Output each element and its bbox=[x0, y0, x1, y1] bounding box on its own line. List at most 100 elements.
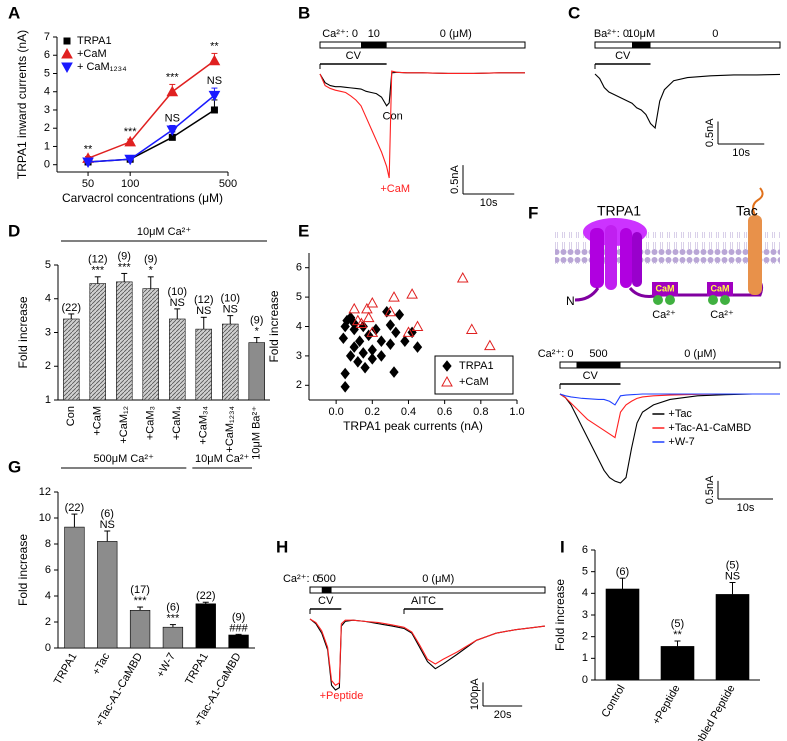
group-label: 10μM Ca²⁺ bbox=[195, 453, 250, 465]
marker bbox=[406, 288, 418, 299]
marker bbox=[384, 305, 397, 317]
n-label: (22) bbox=[61, 302, 81, 314]
scale-label-y: 0.5nA bbox=[704, 475, 716, 504]
n-label: (17) bbox=[130, 584, 150, 596]
x-tick-label: 500 bbox=[219, 178, 237, 190]
marker bbox=[367, 353, 377, 365]
receptor-label: Tac bbox=[736, 203, 758, 219]
scale-label-x: 10s bbox=[480, 197, 498, 209]
n-label: (10) bbox=[220, 293, 240, 305]
x-tick-label: 0.4 bbox=[401, 406, 416, 418]
marker bbox=[340, 380, 350, 393]
x-tick-label: +CaM₁₂ bbox=[118, 406, 130, 444]
marker bbox=[166, 85, 179, 97]
y-tick-label: 1 bbox=[582, 652, 588, 664]
y-tick-label: 10 bbox=[39, 512, 51, 524]
legend-label: +CaM bbox=[77, 48, 107, 60]
y-tick-label: 2 bbox=[45, 360, 51, 372]
marker bbox=[376, 335, 386, 348]
y-tick-label: 12 bbox=[39, 486, 51, 498]
x-tick-label: +CaM₄ bbox=[171, 405, 183, 440]
x-tick-label: 100 bbox=[121, 178, 139, 190]
significance: NS bbox=[170, 297, 185, 309]
panel-label: G bbox=[8, 457, 21, 476]
marker bbox=[411, 320, 424, 331]
marker bbox=[376, 350, 386, 362]
y-axis-label: Fold increase bbox=[267, 290, 281, 362]
bar bbox=[97, 541, 118, 649]
n-label: (9) bbox=[144, 254, 157, 266]
marker bbox=[124, 154, 137, 166]
marker bbox=[456, 271, 469, 283]
significance: NS bbox=[100, 519, 115, 531]
marker bbox=[82, 157, 94, 168]
marker bbox=[394, 308, 405, 321]
stimulus-label: 0 (μM) bbox=[684, 348, 716, 360]
trace bbox=[319, 71, 525, 107]
panel-label: A bbox=[8, 3, 20, 22]
marker bbox=[441, 375, 453, 387]
y-axis-label: Fold increase bbox=[16, 534, 30, 606]
stimulus-bar bbox=[319, 41, 526, 49]
n-label: (12) bbox=[194, 294, 214, 306]
x-tick-label: 50 bbox=[82, 178, 94, 190]
significance: *** bbox=[124, 126, 138, 138]
series-line bbox=[87, 94, 215, 163]
trace-label: Con bbox=[383, 111, 403, 123]
trace bbox=[319, 70, 525, 179]
n-label: (22) bbox=[196, 590, 216, 602]
calmodulin bbox=[652, 282, 733, 305]
bar bbox=[660, 646, 695, 681]
y-tick-label: 6 bbox=[582, 544, 588, 556]
n-label: (9) bbox=[118, 250, 131, 262]
bar-hatch bbox=[195, 329, 212, 400]
marker bbox=[355, 335, 365, 348]
stimulus-segment bbox=[361, 42, 387, 48]
n-label: (12) bbox=[88, 254, 108, 266]
y-tick-label: 4 bbox=[582, 587, 588, 599]
marker bbox=[360, 361, 370, 374]
marker bbox=[388, 291, 400, 302]
stimulus-segment bbox=[576, 362, 621, 368]
application-label: CV bbox=[346, 50, 362, 62]
marker bbox=[208, 90, 221, 102]
stimulus-label: 0 (μM) bbox=[440, 28, 472, 40]
y-tick-label: 2 bbox=[296, 379, 302, 391]
y-tick-label: 2 bbox=[44, 122, 50, 134]
x-tick-label: 0.8 bbox=[473, 406, 488, 418]
marker bbox=[338, 332, 349, 345]
significance: *** bbox=[118, 261, 132, 273]
bar bbox=[195, 603, 216, 649]
y-axis-label: TRPA1 inward currents (nA) bbox=[15, 30, 29, 179]
bar bbox=[64, 526, 85, 649]
y-tick-label: 8 bbox=[45, 538, 51, 550]
marker bbox=[484, 339, 496, 351]
channel-label: TRPA1 bbox=[597, 203, 641, 219]
scale-label-x: 10s bbox=[732, 147, 750, 159]
y-tick-label: 4 bbox=[45, 293, 51, 305]
significance: ### bbox=[229, 622, 248, 634]
stimulus-segment bbox=[321, 587, 332, 593]
significance: *** bbox=[166, 71, 180, 83]
marker bbox=[361, 302, 373, 314]
y-tick-label: 3 bbox=[45, 326, 51, 338]
application-label: CV bbox=[318, 595, 334, 607]
significance: NS bbox=[223, 304, 238, 316]
stimulus-label: 10 bbox=[368, 28, 380, 40]
stimulus-label: 0 bbox=[712, 28, 718, 40]
marker bbox=[385, 338, 396, 350]
scale-label-x: 20s bbox=[494, 709, 512, 721]
stimulus-label: Ca²⁺: 0 bbox=[538, 348, 574, 360]
panel-label: I bbox=[560, 537, 565, 556]
panel-label: C bbox=[568, 3, 580, 22]
marker bbox=[208, 54, 221, 66]
x-tick-label: 0.6 bbox=[437, 406, 452, 418]
n-label: (6) bbox=[166, 602, 179, 614]
tac-receptor bbox=[748, 187, 764, 295]
x-tick-label: 0.2 bbox=[365, 406, 380, 418]
bar bbox=[228, 634, 249, 649]
marker bbox=[412, 341, 423, 353]
marker bbox=[465, 323, 478, 334]
trace bbox=[309, 618, 546, 686]
